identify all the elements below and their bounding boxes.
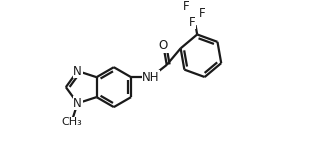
Text: N: N [73,97,82,110]
Text: NH: NH [142,71,160,84]
Text: N: N [73,64,82,78]
Text: CH₃: CH₃ [61,117,82,127]
Text: F: F [188,16,195,29]
Text: O: O [159,40,168,52]
Text: F: F [183,0,189,13]
Text: F: F [199,7,205,20]
